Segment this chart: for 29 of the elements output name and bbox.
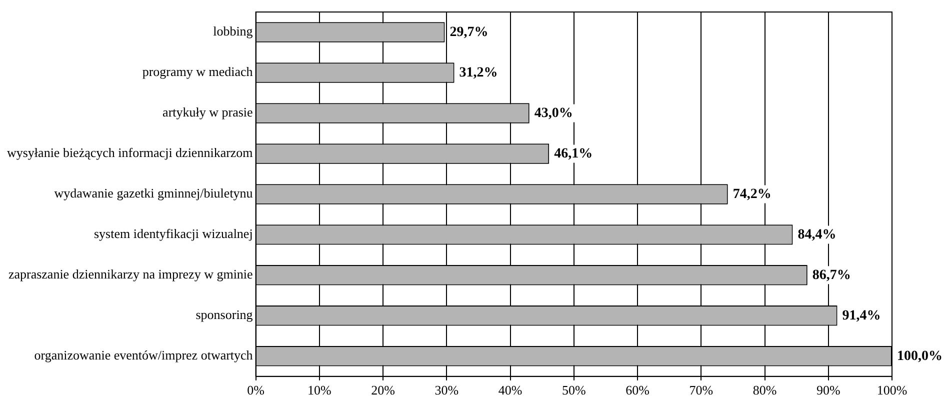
data-label: 86,7% xyxy=(812,268,851,283)
data-label: 84,4% xyxy=(798,227,836,242)
data-label: 43,0% xyxy=(534,106,573,121)
x-tick-label: 50% xyxy=(562,382,586,398)
x-tick-label: 20% xyxy=(371,382,396,398)
x-tick-label: 100% xyxy=(876,382,908,398)
x-tick-label: 90% xyxy=(816,382,840,398)
y-tick-label: lobbing xyxy=(213,24,254,39)
data-label: 91,4% xyxy=(842,308,881,324)
x-tick-label: 40% xyxy=(498,382,522,398)
y-tick-label: organizowanie eventów/imprez otwartych xyxy=(34,348,254,363)
x-tick-label: 80% xyxy=(752,382,777,398)
data-label: 46,1% xyxy=(554,146,593,162)
x-tick-label: 10% xyxy=(308,382,332,398)
y-tick-label: artykuły w prasie xyxy=(162,104,254,120)
x-tick-label: 60% xyxy=(626,382,650,398)
x-tick-label: 0% xyxy=(247,382,265,398)
data-label: 31,2% xyxy=(459,65,498,80)
y-tick-label: wydawanie gazetki gminnej/biuletynu xyxy=(54,186,254,201)
y-tick-label: system identyfikacji wizualnej xyxy=(94,226,253,242)
y-tick-label: zapraszanie dziennikarzy na imprezy w gminie xyxy=(8,266,254,282)
y-tick-label: wysyłanie bieżących informacji dziennikarzom xyxy=(6,145,253,160)
data-label: 74,2% xyxy=(732,186,772,202)
data-label: 100,0% xyxy=(897,348,942,364)
data-label: 29,7% xyxy=(450,24,488,40)
y-tick-label: sponsoring xyxy=(196,307,254,322)
y-tick-label: programy w mediach xyxy=(142,64,254,80)
x-tick-label: 70% xyxy=(689,382,714,398)
x-tick-label: 30% xyxy=(434,382,459,398)
